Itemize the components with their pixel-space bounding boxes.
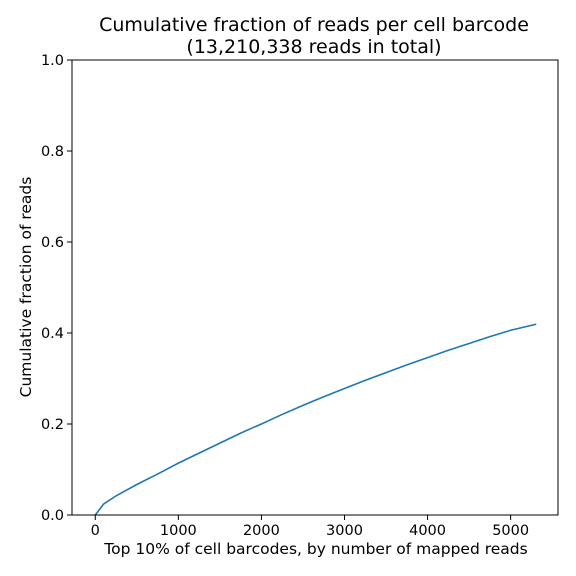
y-tick-label: 0.4: [41, 326, 64, 342]
chart-title: Cumulative fraction of reads per cell ba…: [99, 14, 529, 36]
x-tick-label: 3000: [326, 523, 363, 539]
series-layer: [94, 323, 537, 516]
y-axis-label: Cumulative fraction of reads: [17, 177, 35, 398]
x-tick-label: 5000: [492, 523, 529, 539]
y-tick-label: 0.8: [41, 144, 64, 160]
x-axis: 0 1000 2000 3000 4000 5000: [91, 515, 529, 539]
x-tick-label: 0: [91, 523, 100, 539]
y-axis: 0.0 0.2 0.4 0.6 0.8 1.0: [41, 53, 72, 524]
series-line-0: [94, 323, 537, 516]
plot-area: 0 1000 2000 3000 4000 5000 0.0 0.2 0.4 0.6 0.8 1.0: [41, 53, 559, 539]
chart-subtitle: (13,210,338 reads in total): [186, 36, 441, 58]
y-tick-label: 0.2: [41, 417, 64, 433]
plot-frame: [71, 59, 559, 516]
x-tick-label: 4000: [409, 523, 446, 539]
x-tick-label: 2000: [243, 523, 280, 539]
y-tick-label: 1.0: [41, 53, 64, 69]
y-tick-label: 0.6: [41, 235, 64, 251]
x-axis-label: Top 10% of cell barcodes, by number of m…: [103, 540, 527, 558]
x-tick-label: 1000: [160, 523, 197, 539]
y-tick-label: 0.0: [41, 508, 64, 524]
